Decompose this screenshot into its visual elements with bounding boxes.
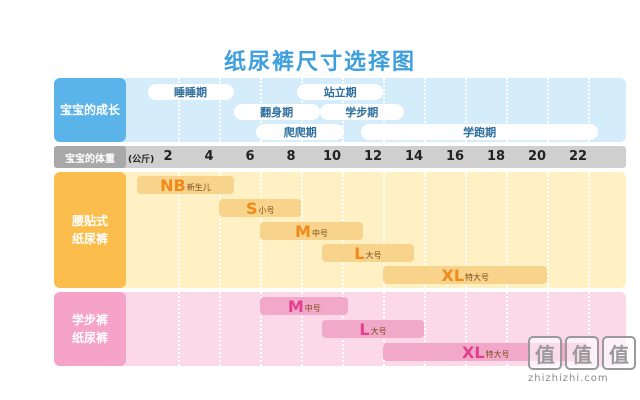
grid-line: [506, 292, 508, 366]
weight-axis-band: [54, 146, 626, 168]
grid-line: [178, 78, 180, 142]
pants-size-code: L: [359, 319, 370, 339]
weight-tick: 12: [363, 149, 383, 164]
taped-size-name: 小号: [258, 205, 275, 215]
taped-size-bar: M 中号: [260, 221, 363, 241]
taped-size-code: S: [245, 198, 258, 218]
taped-size-code: NB: [160, 175, 186, 195]
pants-size-name: 中号: [304, 303, 321, 313]
taped-size-bar: NB 新生儿: [137, 175, 234, 195]
weight-tick: 10: [322, 149, 342, 164]
pants-size-name: 特大号: [485, 349, 510, 359]
weight-tick: 2: [163, 149, 173, 164]
watermark: 值 值 值 zhizhizhi.com: [528, 336, 638, 396]
grid-line: [588, 78, 590, 142]
watermark-logo-1: 值: [528, 336, 562, 370]
grid-line: [465, 172, 467, 288]
grid-line: [219, 78, 221, 142]
growth-label: 宝宝的成长: [54, 78, 126, 142]
taped-size-bar: L 大号: [321, 243, 414, 263]
weight-tick: 22: [568, 149, 588, 164]
taped-size-name: 特大号: [465, 272, 490, 282]
watermark-logo-2: 值: [565, 336, 599, 370]
grid-line: [506, 172, 508, 288]
weight-tick: 6: [245, 149, 255, 164]
grid-line: [219, 172, 221, 288]
grid-line: [178, 172, 180, 288]
weight-tick: 16: [445, 149, 465, 164]
weight-unit: (公斤): [128, 155, 155, 165]
taped-label-line2: 纸尿裤: [71, 232, 108, 246]
weight-tick: 8: [286, 149, 296, 164]
grid-line: [301, 292, 303, 366]
grid-line: [547, 172, 549, 288]
grid-line: [260, 292, 262, 366]
page-title: 纸尿裤尺寸选择图: [223, 50, 416, 75]
grid-line: [547, 292, 549, 366]
taped-size-name: 大号: [365, 250, 382, 260]
weight-tick: 18: [486, 149, 506, 164]
taped-size-bar: S 小号: [219, 198, 302, 218]
pants-size-code: XL: [461, 342, 485, 362]
growth-stage-pill: 学步期: [319, 104, 404, 120]
weight-tick: 20: [527, 149, 547, 164]
grid-line: [465, 292, 467, 366]
taped-size-code: M: [295, 221, 311, 241]
grid-line: [178, 292, 180, 366]
grid-line: [506, 78, 508, 142]
taped-size-bar: XL 特大号: [383, 265, 548, 285]
grid-line: [424, 78, 426, 142]
pants-size-name: 大号: [370, 326, 387, 336]
watermark-site: zhizhizhi.com: [528, 373, 609, 384]
grid-line: [465, 78, 467, 142]
pants-size-code: M: [287, 296, 304, 316]
grid-line: [588, 172, 590, 288]
pants-size-bar: L 大号: [321, 319, 425, 339]
growth-stage-pill: 爬爬期: [256, 124, 345, 140]
watermark-logo-3: 值: [602, 336, 636, 370]
taped-size-name: 中号: [311, 228, 328, 238]
taped-size-name: 新生儿: [186, 182, 211, 192]
growth-stage-pill: 站立期: [297, 84, 384, 100]
taped-size-code: XL: [441, 265, 465, 285]
weight-tick: 14: [404, 149, 424, 164]
growth-stage-pill: 翻身期: [233, 104, 320, 120]
grid-line: [383, 172, 385, 288]
pants-label-line1: 学步裤: [71, 313, 108, 327]
grid-line: [424, 292, 426, 366]
weight-label: 宝宝的体重: [54, 146, 126, 168]
grid-line: [424, 172, 426, 288]
weight-tick: 4: [204, 149, 214, 164]
taped-label: 腰贴式 纸尿裤: [54, 172, 126, 288]
grid-line: [219, 292, 221, 366]
pants-label: 学步裤 纸尿裤: [54, 292, 126, 366]
growth-stage-pill: 睡睡期: [147, 84, 234, 100]
grid-line: [588, 292, 590, 366]
pants-label-line2: 纸尿裤: [71, 331, 108, 345]
taped-label-line1: 腰贴式: [71, 214, 108, 228]
grid-line: [547, 78, 549, 142]
taped-size-code: L: [354, 243, 365, 263]
pants-size-bar: M 中号: [260, 296, 349, 316]
growth-stage-pill: 学跑期: [360, 124, 599, 140]
